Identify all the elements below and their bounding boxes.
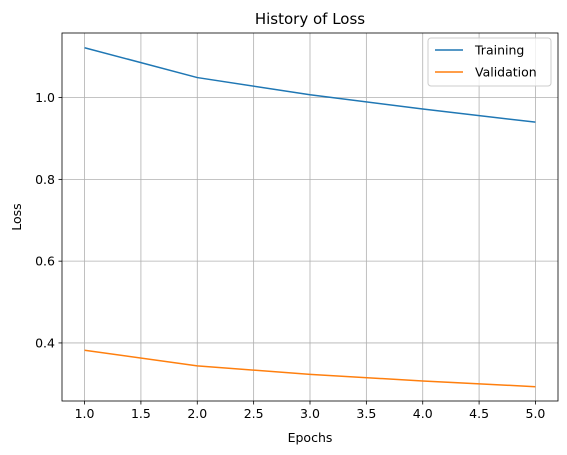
series-lines xyxy=(84,46,536,388)
x-axis-label: Epochs xyxy=(288,430,333,445)
chart-title: History of Loss xyxy=(255,10,365,28)
x-tick-label: 2.5 xyxy=(244,406,264,421)
x-tick-label: 4.5 xyxy=(469,406,489,421)
legend-training-label: Training xyxy=(474,43,524,58)
y-axis-label: Loss xyxy=(9,203,24,230)
axis-ticks: 1.0 1.5 2.0 2.5 3.0 3.5 4.0 4.5 5.0 0.4 0.6 0.8 1.0 xyxy=(35,90,545,421)
series-line-validation xyxy=(84,349,536,388)
x-tick-label: 2.0 xyxy=(187,406,207,421)
x-tick-label: 1.0 xyxy=(75,406,95,421)
x-tick-label: 1.5 xyxy=(131,406,151,421)
y-tick-label: 1.0 xyxy=(35,90,55,105)
grid xyxy=(62,33,558,401)
legend-validation-label: Validation xyxy=(475,65,537,80)
x-tick-label: 5.0 xyxy=(526,406,546,421)
x-tick-label: 4.0 xyxy=(413,406,433,421)
y-tick-label: 0.4 xyxy=(35,335,55,350)
y-tick-label: 0.8 xyxy=(35,172,55,187)
x-tick-label: 3.5 xyxy=(356,406,376,421)
series-line-training xyxy=(84,46,536,123)
legend: Training Validation xyxy=(427,37,552,87)
x-tick-label: 3.0 xyxy=(300,406,320,421)
y-tick-label: 0.6 xyxy=(35,254,55,269)
